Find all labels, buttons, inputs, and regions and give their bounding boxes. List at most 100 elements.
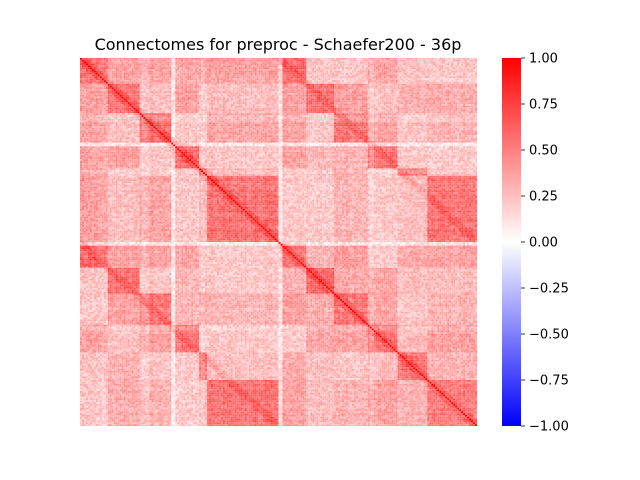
heatmap-cell [165, 80, 167, 82]
heatmap-cell [213, 73, 215, 75]
heatmap-cell [201, 58, 203, 60]
heatmap-cell [122, 69, 124, 71]
heatmap-cell [415, 71, 417, 73]
heatmap-cell [415, 82, 417, 84]
heatmap-cell [153, 60, 155, 62]
heatmap-cell [378, 67, 380, 69]
heatmap-cell [104, 75, 106, 77]
heatmap-cell [475, 64, 477, 66]
heatmap-cell [271, 76, 273, 78]
heatmap-cell [201, 84, 203, 86]
heatmap-cell [149, 80, 151, 82]
heatmap-cell [215, 65, 217, 67]
heatmap-cell [173, 87, 175, 89]
heatmap-cell [431, 73, 433, 75]
heatmap-cell [151, 65, 153, 67]
heatmap-cell [100, 87, 102, 89]
heatmap-cell [185, 87, 187, 89]
heatmap-cell [167, 65, 169, 67]
heatmap-cell [88, 64, 90, 66]
heatmap-cell [336, 69, 338, 71]
heatmap-cell [310, 60, 312, 62]
heatmap-cell [201, 64, 203, 66]
heatmap-cell [443, 78, 445, 80]
heatmap-cell [241, 64, 243, 66]
heatmap-cell [408, 86, 410, 88]
heatmap-cell [330, 67, 332, 69]
heatmap-cell [427, 86, 429, 88]
heatmap-cell [128, 60, 130, 62]
heatmap-cell [368, 64, 370, 66]
heatmap-cell [467, 73, 469, 75]
heatmap-cell [388, 67, 390, 69]
heatmap-cell [197, 86, 199, 88]
heatmap-cell [114, 62, 116, 64]
heatmap-cell [338, 58, 340, 60]
heatmap-cell [153, 75, 155, 77]
heatmap-cell [398, 76, 400, 78]
heatmap-cell [408, 71, 410, 73]
heatmap-cell [332, 60, 334, 62]
heatmap-cell [330, 80, 332, 82]
heatmap-cell [427, 69, 429, 71]
heatmap-cell [348, 84, 350, 86]
heatmap-cell [257, 75, 259, 77]
heatmap-cell [354, 64, 356, 66]
heatmap-cell [217, 73, 219, 75]
heatmap-cell [384, 75, 386, 77]
heatmap-cell [239, 82, 241, 84]
heatmap-cell [167, 84, 169, 86]
heatmap-cell [413, 82, 415, 84]
heatmap-cell [151, 86, 153, 88]
heatmap-cell [419, 75, 421, 77]
heatmap-cell [179, 82, 181, 84]
heatmap-cell [191, 69, 193, 71]
heatmap-cell [106, 60, 108, 62]
heatmap-cell [183, 65, 185, 67]
heatmap-cell [124, 84, 126, 86]
heatmap-cell [419, 84, 421, 86]
heatmap-cell [84, 62, 86, 64]
heatmap-cell [284, 73, 286, 75]
heatmap-cell [356, 80, 358, 82]
heatmap-cell [445, 76, 447, 78]
heatmap-cell [372, 78, 374, 80]
heatmap-cell [451, 75, 453, 77]
heatmap-cell [169, 67, 171, 69]
heatmap-cell [435, 60, 437, 62]
heatmap-cell [437, 58, 439, 60]
heatmap-cell [112, 71, 114, 73]
heatmap-cell [223, 75, 225, 77]
heatmap-cell [352, 78, 354, 80]
heatmap-cell [193, 87, 195, 89]
heatmap-cell [314, 65, 316, 67]
heatmap-cell [116, 78, 118, 80]
heatmap-cell [471, 84, 473, 86]
heatmap-cell [263, 58, 265, 60]
heatmap-cell [282, 87, 284, 89]
heatmap-cell [261, 82, 263, 84]
heatmap-cell [330, 62, 332, 64]
heatmap-cell [340, 58, 342, 60]
heatmap-cell [358, 69, 360, 71]
heatmap-cell [332, 75, 334, 77]
heatmap-cell [136, 73, 138, 75]
heatmap-cell [112, 80, 114, 82]
heatmap-cell [358, 64, 360, 66]
heatmap-cell [386, 58, 388, 60]
heatmap-cell [96, 71, 98, 73]
heatmap-cell [169, 78, 171, 80]
heatmap-cell [402, 58, 404, 60]
heatmap-cell [209, 71, 211, 73]
heatmap-cell [316, 62, 318, 64]
heatmap-cell [189, 75, 191, 77]
heatmap-cell [318, 71, 320, 73]
heatmap-cell [360, 82, 362, 84]
heatmap-cell [342, 84, 344, 86]
heatmap-cell [306, 69, 308, 71]
heatmap-cell [183, 78, 185, 80]
heatmap-cell [112, 87, 114, 89]
heatmap-cell [284, 67, 286, 69]
heatmap-cell [330, 60, 332, 62]
heatmap-cell [376, 76, 378, 78]
